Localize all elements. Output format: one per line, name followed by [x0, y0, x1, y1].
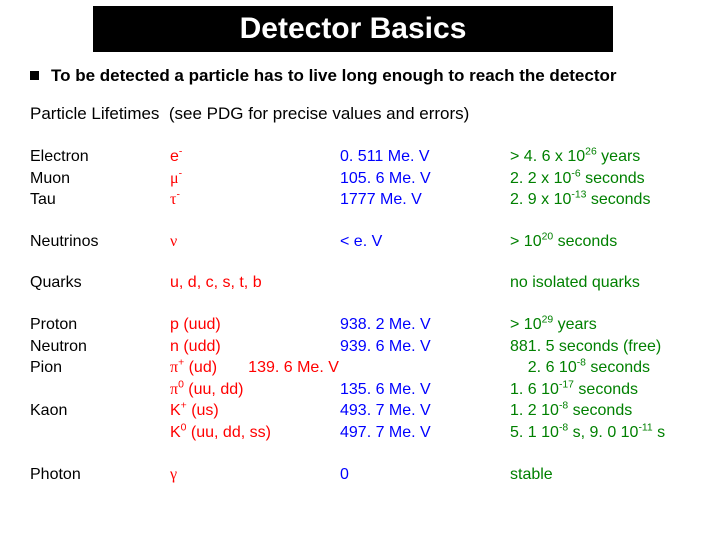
slide-content: To be detected a particle has to live lo… [30, 66, 700, 485]
particle-symbol: u, d, c, s, t, b [170, 272, 340, 294]
particle-life: 881. 5 seconds (free) [510, 336, 700, 358]
row-gap [30, 252, 700, 272]
particle-symbol-mass: π+ (ud) 139. 6 Me. V [170, 357, 510, 379]
subheading: Particle Lifetimes (see PDG for precise … [30, 104, 700, 124]
particle-life: > 1029 years [510, 314, 700, 336]
particle-mass [340, 272, 510, 294]
particle-name: Quarks [30, 272, 170, 294]
particle-mass: 1777 Me. V [340, 189, 510, 211]
particle-mass: 939. 6 Me. V [340, 336, 510, 358]
particle-name: Photon [30, 464, 170, 486]
particle-symbol: n (udd) [170, 336, 340, 358]
particle-mass: 0. 511 Me. V [340, 146, 510, 168]
particle-name: Neutron [30, 336, 170, 358]
particle-mass: 0 [340, 464, 510, 486]
particle-name: Kaon [30, 400, 170, 422]
particle-life: 1. 2 10-8 seconds [510, 400, 700, 422]
particle-table: Electron e- 0. 511 Me. V > 4. 6 x 1026 y… [30, 146, 700, 485]
particle-life: 1. 6 10-17 seconds [510, 379, 700, 401]
bullet-text: To be detected a particle has to live lo… [51, 66, 617, 86]
particle-life: > 4. 6 x 1026 years [510, 146, 700, 168]
particle-name: Electron [30, 146, 170, 168]
row-gap [30, 444, 700, 464]
particle-mass: 135. 6 Me. V [340, 379, 510, 401]
particle-mass: < e. V [340, 231, 510, 253]
particle-symbol: τ- [170, 189, 340, 211]
particle-symbol: ν [170, 231, 340, 253]
row-gap [30, 294, 700, 314]
particle-symbol: K+ (us) [170, 400, 340, 422]
particle-mass: 938. 2 Me. V [340, 314, 510, 336]
square-bullet-icon [30, 71, 39, 80]
particle-symbol: μ- [170, 168, 340, 190]
particle-life: no isolated quarks [510, 272, 700, 294]
particle-mass: 493. 7 Me. V [340, 400, 510, 422]
particle-life: stable [510, 464, 700, 486]
particle-name: Tau [30, 189, 170, 211]
bullet-point: To be detected a particle has to live lo… [30, 66, 700, 86]
particle-life: 2. 9 x 10-13 seconds [510, 189, 700, 211]
particle-name: Proton [30, 314, 170, 336]
particle-symbol: π0 (uu, dd) [170, 379, 340, 401]
particle-symbol: p (uud) [170, 314, 340, 336]
particle-name: Pion [30, 357, 170, 379]
slide-title: Detector Basics [93, 6, 613, 52]
particle-symbol: γ [170, 464, 340, 486]
particle-name: Neutrinos [30, 231, 170, 253]
particle-name [30, 422, 170, 444]
particle-mass: 105. 6 Me. V [340, 168, 510, 190]
particle-symbol: e- [170, 146, 340, 168]
particle-life: 5. 1 10-8 s, 9. 0 10-11 s [510, 422, 700, 444]
particle-life: > 1020 seconds [510, 231, 700, 253]
particle-life: 2. 2 x 10-6 seconds [510, 168, 700, 190]
particle-symbol: K0 (uu, dd, ss) [170, 422, 340, 444]
particle-mass: 497. 7 Me. V [340, 422, 510, 444]
particle-name: Muon [30, 168, 170, 190]
particle-name [30, 379, 170, 401]
particle-life: 2. 6 10-8 seconds [510, 357, 700, 379]
row-gap [30, 211, 700, 231]
